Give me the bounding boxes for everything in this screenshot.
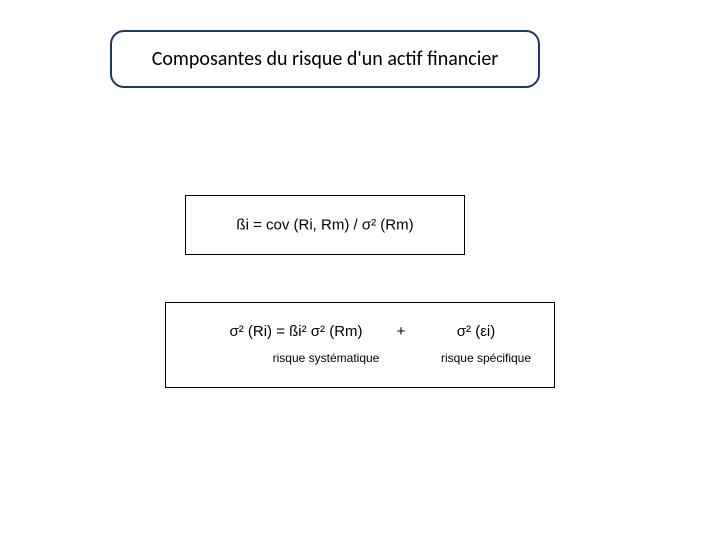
beta-formula-box: ßi = cov (Ri, Rm) / σ² (Rm) [185,195,465,255]
variance-formula-box: σ² (Ri) = ßi² σ² (Rm) + σ² (εi) risque s… [165,302,555,388]
label-specific-risk: risque spécifique [441,351,531,365]
beta-formula-text: ßi = cov (Ri, Rm) / σ² (Rm) [236,217,413,234]
title-text: Composantes du risque d'un actif financi… [152,47,499,71]
title-box: Composantes du risque d'un actif financi… [110,30,540,88]
slide-canvas: Composantes du risque d'un actif financi… [0,0,720,540]
variance-term-specific: σ² (εi) [457,323,495,340]
plus-sign: + [397,323,406,340]
variance-term-systematic: σ² (Ri) = ßi² σ² (Rm) [229,323,362,340]
label-systematic-risk: risque systématique [273,351,380,365]
